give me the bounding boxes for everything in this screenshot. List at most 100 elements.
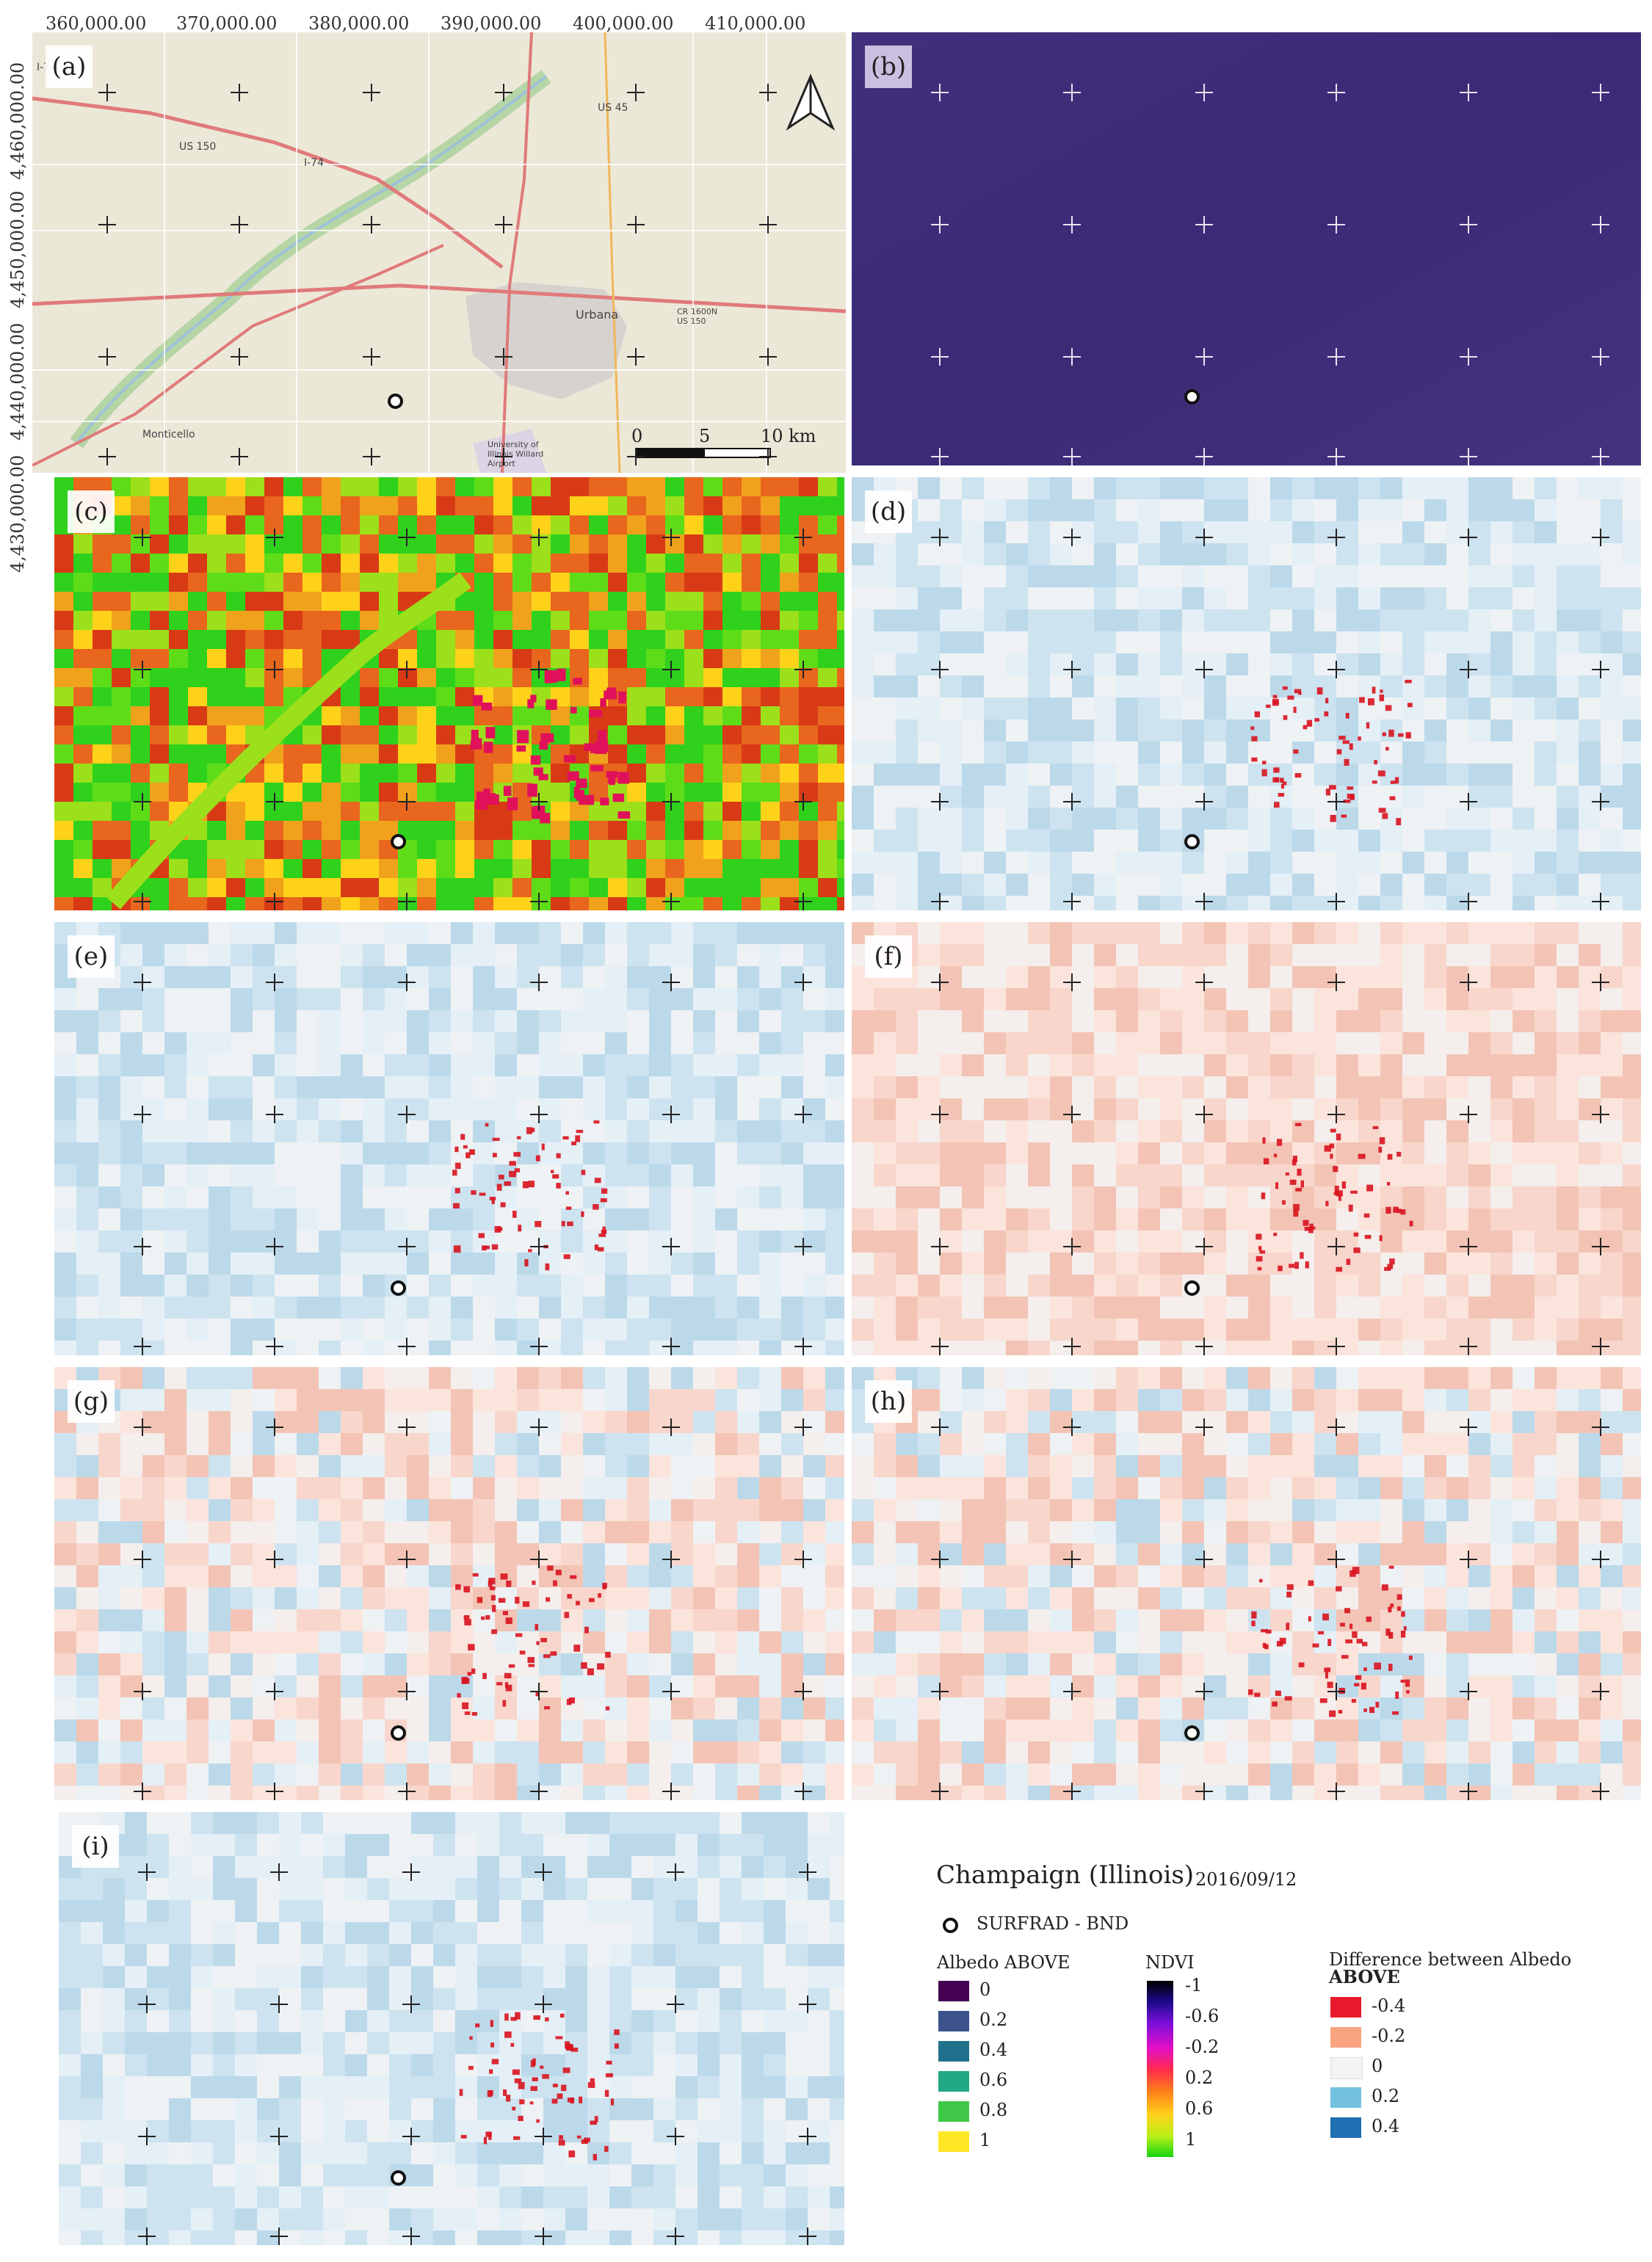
panel-g-difference: (g): [54, 1367, 844, 1800]
graticule-cross: [759, 448, 777, 465]
graticule-cross: [931, 84, 949, 101]
graticule-cross: [231, 448, 248, 465]
panel-h-difference: (h): [852, 1367, 1641, 1800]
albedo-swatch: [938, 2041, 969, 2062]
map-label-us150: US 150: [179, 141, 217, 153]
diff-swatch-label: 0.4: [1372, 2116, 1400, 2136]
graticule-cross: [398, 1551, 416, 1568]
graticule-cross: [1592, 893, 1609, 910]
graticule-cross: [1327, 661, 1345, 678]
graticule-cross: [134, 1238, 151, 1255]
graticule-cross: [1195, 216, 1213, 233]
graticule-cross: [134, 1418, 151, 1436]
panel-label-d: (d): [865, 490, 912, 533]
albedo-swatch-label: 0.4: [979, 2040, 1008, 2060]
graticule-cross: [799, 2128, 816, 2145]
panel-label-b: (b): [865, 46, 912, 88]
graticule-cross: [794, 1418, 812, 1436]
panel-d-difference: (d): [852, 477, 1641, 910]
difference-raster: [54, 922, 844, 1355]
graticule-cross: [931, 529, 949, 546]
graticule-cross: [667, 1995, 684, 2013]
surfrad-site-marker: [1184, 834, 1200, 849]
diff-swatch: [1330, 1997, 1361, 2018]
graticule-cross: [1460, 661, 1477, 678]
graticule-cross: [662, 893, 680, 910]
graticule-cross: [794, 1338, 812, 1355]
graticule-cross: [1327, 893, 1345, 910]
graticule-cross: [799, 1995, 816, 2013]
graticule-cross: [662, 529, 680, 546]
graticule-cross: [759, 216, 777, 233]
graticule-cross: [799, 1863, 816, 1881]
graticule-cross: [535, 2128, 552, 2145]
map-label-us45: US 45: [598, 102, 628, 114]
graticule-cross: [1195, 1338, 1213, 1355]
graticule-cross: [1592, 1418, 1609, 1436]
graticule-cross: [1063, 348, 1081, 366]
x-tick-label: 410,000.00: [705, 13, 806, 34]
graticule-cross: [1063, 974, 1081, 991]
graticule-cross: [1460, 1238, 1477, 1255]
scale-five: 5: [699, 426, 711, 446]
graticule-cross: [1327, 448, 1345, 465]
graticule-cross: [931, 216, 949, 233]
panel-f-difference: (f): [852, 922, 1641, 1355]
legend-date: 2016/09/12: [1195, 1869, 1297, 1890]
ndvi-raster: [54, 477, 844, 910]
graticule-cross: [530, 1551, 548, 1568]
difference-raster: [852, 922, 1641, 1355]
albedo-swatch: [938, 2131, 969, 2152]
graticule-cross: [1460, 1783, 1477, 1800]
ndvi-tick-label: 0.6: [1185, 2098, 1214, 2119]
ndvi-colorbar: [1147, 1981, 1173, 2157]
graticule-cross: [266, 974, 283, 991]
graticule-cross: [1460, 893, 1477, 910]
graticule-cross: [398, 974, 416, 991]
graticule-cross: [402, 2128, 420, 2145]
diff-swatch-label: -0.2: [1372, 2026, 1406, 2046]
graticule-cross: [1195, 793, 1213, 811]
albedo-raster: [852, 32, 1641, 465]
graticule-cross: [662, 661, 680, 678]
graticule-cross: [794, 1551, 812, 1568]
difference-raster: [852, 477, 1641, 910]
y-tick-label: 4,440,000.00: [7, 322, 28, 441]
ndvi-tick-label: -1: [1185, 1975, 1203, 1995]
graticule-cross: [1592, 529, 1609, 546]
graticule-cross: [1327, 1238, 1345, 1255]
graticule-cross: [1327, 793, 1345, 811]
graticule-cross: [1063, 1551, 1081, 1568]
diff-swatch: [1330, 2087, 1361, 2108]
graticule-cross: [1327, 1783, 1345, 1800]
graticule-cross: [138, 1863, 156, 1881]
surfrad-site-marker: [391, 1725, 406, 1741]
graticule-cross: [931, 1783, 949, 1800]
graticule-cross: [530, 1683, 548, 1700]
panel-label-g: (g): [68, 1380, 115, 1423]
graticule-cross: [931, 1551, 949, 1568]
graticule-cross: [535, 1863, 552, 1881]
graticule-cross: [530, 793, 548, 811]
graticule-cross: [1063, 529, 1081, 546]
graticule-cross: [662, 1551, 680, 1568]
graticule-cross: [134, 974, 151, 991]
graticule-cross: [398, 529, 416, 546]
graticule-cross: [1063, 1783, 1081, 1800]
graticule-cross: [270, 1863, 288, 1881]
albedo-swatch-label: 1: [979, 2130, 991, 2150]
scale-ten: 10 km: [761, 426, 816, 446]
graticule-cross: [1460, 448, 1477, 465]
graticule-cross: [1592, 1783, 1609, 1800]
scale-bar: 0 5 10 km: [631, 426, 816, 465]
surfrad-site-marker: [1184, 1725, 1200, 1741]
graticule-cross: [398, 1418, 416, 1436]
graticule-cross: [794, 893, 812, 910]
graticule-cross: [1327, 1551, 1345, 1568]
x-tick-label: 390,000.00: [441, 13, 542, 34]
legend-site-icon: [943, 1918, 958, 1933]
graticule-cross: [134, 1106, 151, 1123]
panel-a-basemap: Urbana Monticello University of Illinois…: [32, 32, 846, 473]
graticule-cross: [627, 348, 645, 366]
graticule-cross: [363, 84, 380, 101]
